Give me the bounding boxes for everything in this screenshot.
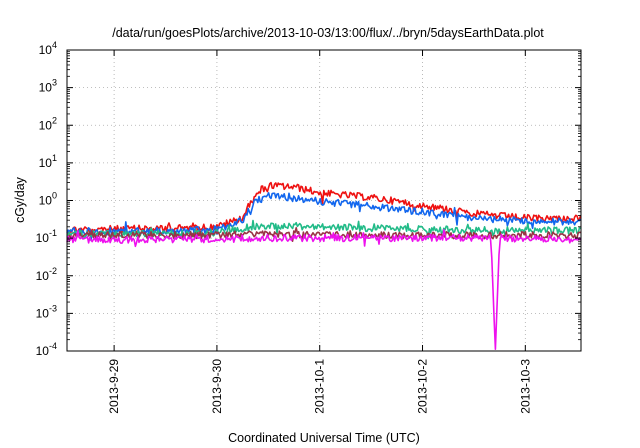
y-tick-label: 101 <box>39 153 57 170</box>
y-tick-label: 103 <box>39 78 57 95</box>
series-line <box>66 219 582 240</box>
x-tick-label: 2013-10-3 <box>518 359 532 414</box>
y-tick-label: 102 <box>39 115 57 132</box>
x-axis-label: Coordinated Universal Time (UTC) <box>228 431 420 445</box>
y-tick-label: 10-4 <box>36 341 57 358</box>
y-tick-label: 10-3 <box>36 303 57 320</box>
y-axis-ticks: 10-4 10-3 10-2 10-1 100 101 102 103 104 <box>36 40 581 358</box>
y-axis-label: cGy/day <box>13 176 27 223</box>
x-tick-label: 2013-10-1 <box>313 359 327 414</box>
series-line <box>66 229 582 351</box>
series-line <box>66 227 581 242</box>
x-tick-label: 2013-10-2 <box>416 359 430 414</box>
grid-lines <box>67 50 581 351</box>
y-tick-label: 10-1 <box>36 228 57 245</box>
x-axis-ticks: 2013-9-29 2013-9-30 2013-10-1 2013-10-2 2013… <box>107 50 532 414</box>
chart-title: /data/run/goesPlots/archive/2013-10-03/1… <box>112 26 544 40</box>
y-tick-label: 104 <box>39 40 57 57</box>
x-tick-label: 2013-9-30 <box>210 359 224 414</box>
y-tick-label: 100 <box>39 191 57 208</box>
x-tick-label: 2013-9-29 <box>107 359 121 414</box>
y-tick-label: 10-2 <box>36 266 57 283</box>
series-lines <box>66 181 582 351</box>
